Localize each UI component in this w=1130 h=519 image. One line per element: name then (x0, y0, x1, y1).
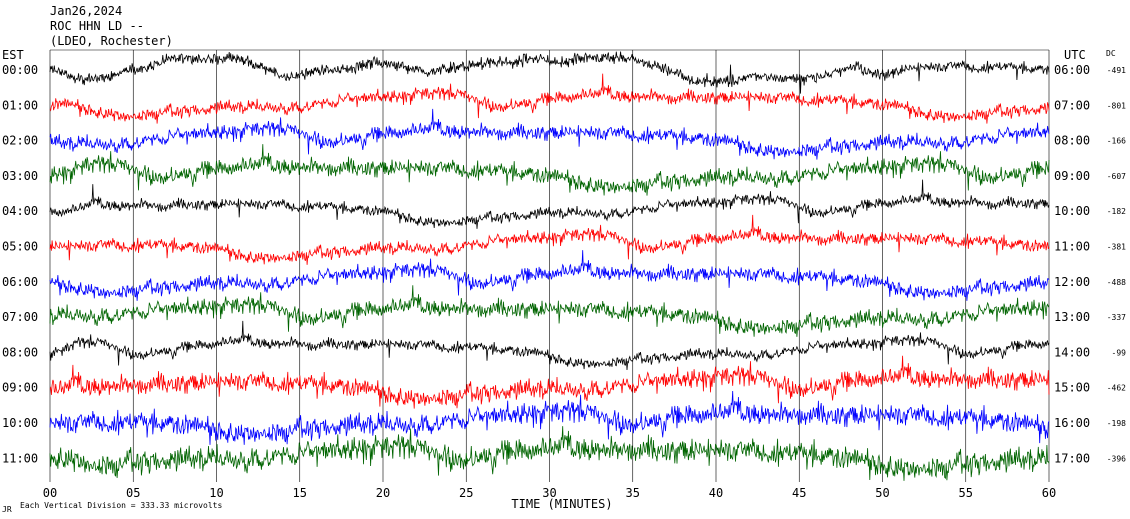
est-hour-label: 02:00 (2, 134, 38, 148)
utc-labels: 06:00 07:00 08:00 09:00 10:00 11:00 12:00 13:00… (1054, 63, 1090, 465)
est-hour-label: 11:00 (2, 451, 38, 465)
est-hour-label: 09:00 (2, 381, 38, 395)
est-hour-label: 05:00 (2, 240, 38, 254)
x-tick-labels: 00 05 10 15 20 25 30 35 40 45 50 55 60 (43, 486, 1056, 500)
dc-label: DC (1106, 49, 1116, 58)
dc-value: -607 (1107, 172, 1126, 181)
header-date: Jan26,2024 (50, 4, 122, 18)
header-station: ROC HHN LD -- (50, 19, 144, 33)
trace-line (49, 51, 1050, 94)
dc-value: -462 (1107, 384, 1126, 393)
x-tick-label: 45 (792, 486, 806, 500)
footnote-mark: JR (2, 505, 12, 514)
trace-line (49, 320, 1050, 371)
x-tick-label: 00 (43, 486, 57, 500)
time-grid (49, 49, 1050, 482)
utc-hour-label: 15:00 (1054, 381, 1090, 395)
dc-value: -337 (1107, 313, 1126, 322)
trace-line (49, 144, 1050, 196)
x-axis-label: TIME (MINUTES) (511, 497, 612, 511)
dc-value: -801 (1107, 101, 1126, 110)
est-hour-label: 01:00 (2, 98, 38, 112)
right-axis-label: UTC (1064, 48, 1086, 62)
x-tick-label: 20 (376, 486, 390, 500)
trace-line (49, 426, 1050, 481)
dc-value: -491 (1107, 66, 1126, 75)
utc-hour-label: 14:00 (1054, 345, 1090, 359)
trace-group (49, 51, 1050, 481)
trace-line (49, 390, 1050, 445)
x-tick-label: 05 (126, 486, 140, 500)
x-tick-label: 35 (626, 486, 640, 500)
trace-line (49, 179, 1050, 229)
dc-value: -198 (1107, 419, 1126, 428)
x-tick-label: 40 (709, 486, 723, 500)
utc-hour-label: 09:00 (1054, 169, 1090, 183)
utc-hour-label: 12:00 (1054, 275, 1090, 289)
est-hour-label: 00:00 (2, 63, 38, 77)
x-tick-label: 30 (542, 486, 556, 500)
x-tick-label: 50 (875, 486, 889, 500)
x-tick-label: 15 (293, 486, 307, 500)
utc-hour-label: 13:00 (1054, 310, 1090, 324)
trace-line (49, 250, 1050, 301)
x-tick-label: 55 (959, 486, 973, 500)
dc-value: -99 (1112, 348, 1127, 357)
est-labels: 00:00 01:00 02:00 03:00 04:00 05:00 06:00 07:00… (2, 63, 38, 465)
trace-line (49, 355, 1050, 409)
dc-value: -166 (1107, 137, 1126, 146)
utc-hour-label: 07:00 (1054, 98, 1090, 112)
est-hour-label: 04:00 (2, 204, 38, 218)
footnote: Each Vertical Division = 333.33 microvol… (20, 501, 222, 510)
trace-line (49, 214, 1050, 265)
utc-hour-label: 11:00 (1054, 240, 1090, 254)
x-tick-label: 25 (459, 486, 473, 500)
trace-line (49, 108, 1050, 160)
left-axis-label: EST (2, 48, 24, 62)
utc-hour-label: 17:00 (1054, 451, 1090, 465)
est-hour-label: 08:00 (2, 345, 38, 359)
est-hour-label: 03:00 (2, 169, 38, 183)
dc-value: -396 (1107, 454, 1126, 463)
header-source: (LDEO, Rochester) (50, 34, 173, 48)
x-tick-label: 10 (209, 486, 223, 500)
x-tick-label: 60 (1042, 486, 1056, 500)
dc-value: -182 (1107, 207, 1126, 216)
est-hour-label: 10:00 (2, 416, 38, 430)
dc-value: -381 (1107, 243, 1126, 252)
trace-line (49, 73, 1050, 124)
trace-line (49, 285, 1050, 337)
utc-hour-label: 10:00 (1054, 204, 1090, 218)
dc-values: -491 -801 -166 -607 -182 -381 -488 -337 -99 -462 -… (1107, 66, 1126, 463)
dc-value: -488 (1107, 278, 1126, 287)
est-hour-label: 07:00 (2, 310, 38, 324)
est-hour-label: 06:00 (2, 275, 38, 289)
utc-hour-label: 08:00 (1054, 134, 1090, 148)
utc-hour-label: 16:00 (1054, 416, 1090, 430)
utc-hour-label: 06:00 (1054, 63, 1090, 77)
